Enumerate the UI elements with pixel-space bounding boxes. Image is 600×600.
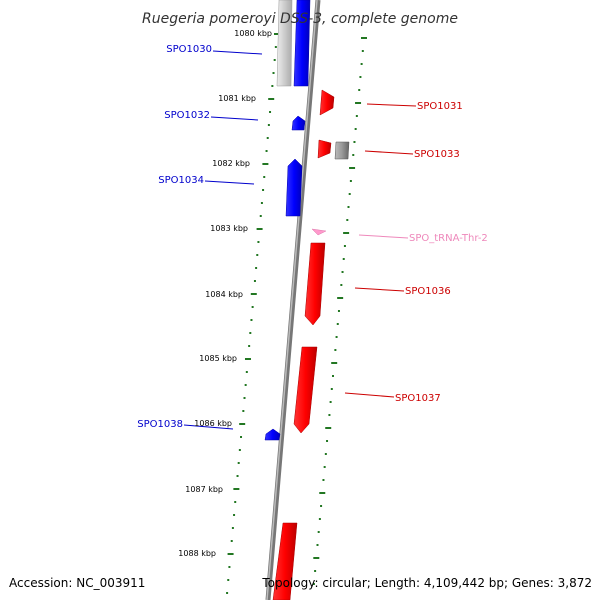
ruler-right <box>312 37 367 585</box>
gene-feature-SPO1030[interactable] <box>293 0 311 87</box>
accession-text: Accession: NC_003911 <box>9 576 145 590</box>
gene-labels: SPO1030 SPO1031 SPO1032 SPO1033 SPO1034 … <box>137 44 488 430</box>
gene-label-SPO1036[interactable]: SPO1036 <box>405 286 451 297</box>
gene-features <box>264 0 350 600</box>
gene-feature-SPO1038[interactable] <box>264 428 281 441</box>
gene-label-SPO1031[interactable]: SPO1031 <box>417 101 463 112</box>
scale-label: 1081 kbp <box>218 94 256 103</box>
gene-label-SPO1030[interactable]: SPO1030 <box>166 44 212 55</box>
gene-feature-SPO1036[interactable] <box>304 242 326 326</box>
gene-feature-SPO1032[interactable] <box>291 115 306 131</box>
gene-label-SPO1032[interactable]: SPO1032 <box>164 110 210 121</box>
gene-label-SPO1034[interactable]: SPO1034 <box>158 175 204 186</box>
scale-labels: 1080 kbp 1081 kbp 1082 kbp 1083 kbp 1084… <box>178 29 272 558</box>
scale-label: 1088 kbp <box>178 549 216 558</box>
gene-leader-lines <box>183 50 417 430</box>
gene-feature-SPO1031[interactable] <box>319 89 335 116</box>
scale-label: 1082 kbp <box>212 159 250 168</box>
ruler-left <box>226 33 280 594</box>
gene-label-SPO1033[interactable]: SPO1033 <box>414 149 460 160</box>
topology-text: Topology: circular; Length: 4,109,442 bp… <box>261 576 592 590</box>
map-title: Ruegeria pomeroyi DSS-3, complete genome <box>142 11 458 27</box>
scale-label: 1087 kbp <box>185 485 223 494</box>
gene-label-SPO1038[interactable]: SPO1038 <box>137 419 183 430</box>
gene-feature-bottom-red[interactable] <box>272 522 298 600</box>
scale-label: 1083 kbp <box>210 224 248 233</box>
scale-label: 1080 kbp <box>234 29 272 38</box>
gene-label-SPO1037[interactable]: SPO1037 <box>395 393 441 404</box>
scale-label: 1084 kbp <box>205 290 243 299</box>
scale-label: 1085 kbp <box>199 354 237 363</box>
scale-label: 1086 kbp <box>194 419 232 428</box>
gene-feature-grey[interactable] <box>276 0 293 87</box>
backbone <box>265 0 321 600</box>
gene-feature-SPO1034[interactable] <box>285 158 303 217</box>
gene-feature-SPO1033[interactable] <box>317 139 332 159</box>
gene-feature-other[interactable] <box>334 141 350 160</box>
gene-feature-SPO1037[interactable] <box>293 346 318 434</box>
gene-feature-trna[interactable] <box>311 228 327 236</box>
gene-label-SPO_tRNA-Thr-2[interactable]: SPO_tRNA-Thr-2 <box>409 233 488 244</box>
